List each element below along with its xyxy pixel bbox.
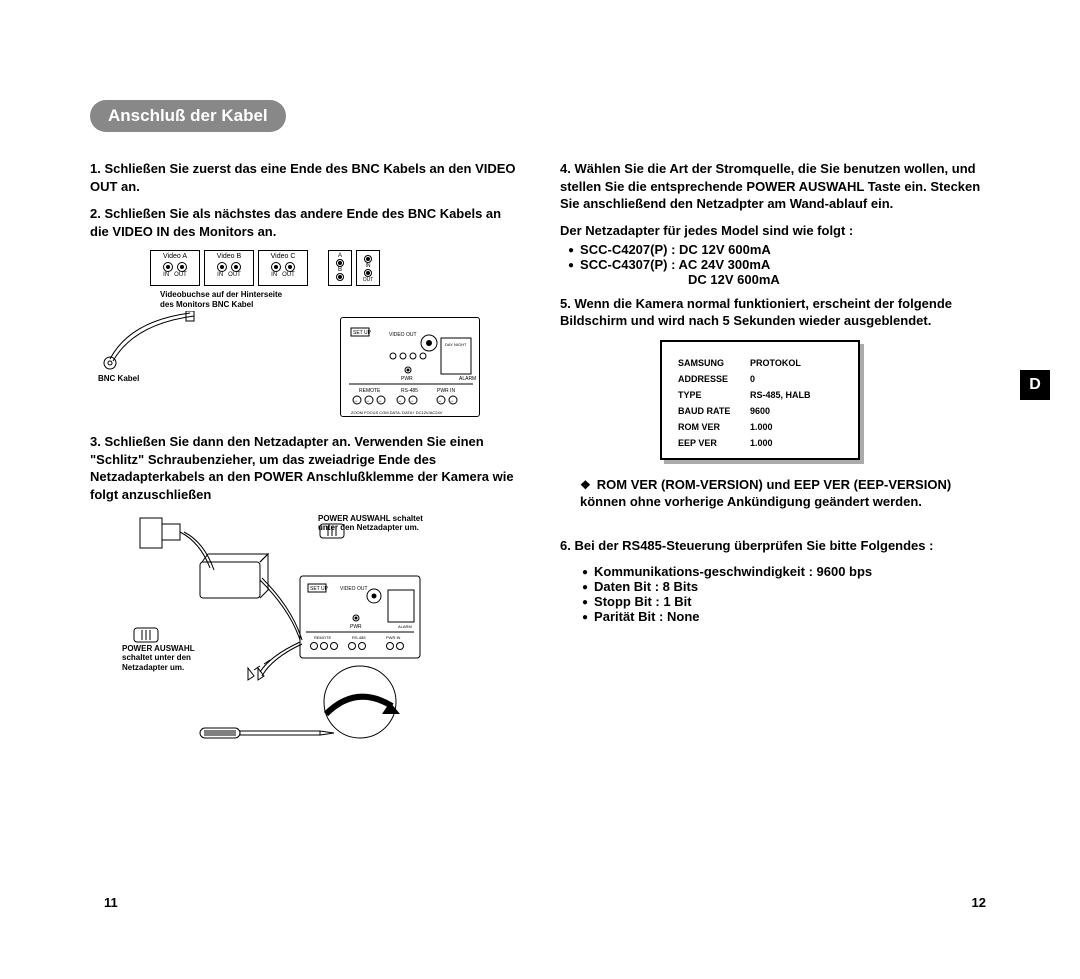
page-number-right: 12 (972, 895, 986, 910)
video-b-label: Video B (217, 253, 241, 260)
info-k6: EEP VER (678, 436, 748, 450)
svg-text:PWR IN: PWR IN (386, 635, 401, 640)
info-k1: SAMSUNG (678, 356, 748, 370)
svg-text:PWR: PWR (350, 624, 362, 630)
rom-note: ROM VER (ROM-VERSION) und EEP VER (EEP-V… (580, 476, 990, 511)
svg-text:VIDEO OUT: VIDEO OUT (389, 332, 417, 338)
bnc-cable-icon (90, 311, 210, 371)
svg-text:ALARM: ALARM (398, 624, 412, 629)
svg-text:RS-485: RS-485 (401, 388, 418, 394)
info-v4: 9600 (750, 404, 842, 418)
in-label: IN (163, 272, 169, 278)
step-4: 4. Wählen Sie die Art der Stromquelle, d… (560, 160, 990, 213)
svg-text:SET UP: SET UP (310, 586, 329, 592)
svg-text:RS-485: RS-485 (352, 635, 366, 640)
info-v5: 1.000 (750, 420, 842, 434)
out-label: OUT (228, 272, 241, 278)
monitor-ports-diagram: Video A IN OUT Video B IN OUT Video C IN OU… (150, 250, 520, 286)
info-v2: 0 (750, 372, 842, 386)
step-3: 3. Schließen Sie dann den Netzadapter an… (90, 433, 520, 503)
svg-text:DAY NIGHT: DAY NIGHT (445, 342, 467, 347)
svg-text:ALARM: ALARM (459, 376, 476, 382)
svg-text:−: − (378, 399, 382, 405)
power-caption-top: POWER AUSWAHL schaltet unter den Netzada… (318, 514, 423, 533)
info-v3: RS-485, HALB (750, 388, 842, 402)
step-2: 2. Schließen Sie als nächstes das andere… (90, 205, 520, 240)
info-k3: TYPE (678, 388, 748, 402)
out-label: OUT (359, 277, 377, 283)
info-v1: PROTOKOL (750, 356, 842, 370)
svg-text:PWR: PWR (401, 376, 413, 382)
svg-text:REMOTE: REMOTE (359, 388, 381, 394)
page-number-left: 11 (104, 895, 118, 910)
svg-text:SET UP: SET UP (353, 330, 372, 336)
step-1: 1. Schließen Sie zuerst das eine Ende de… (90, 160, 520, 195)
right-column: 4. Wählen Sie die Art der Stromquelle, d… (560, 160, 990, 714)
section-heading: Anschluß der Kabel (90, 100, 286, 132)
svg-text:ZOOM FOCUS COM DATA- DATA+: ZOOM FOCUS COM DATA- DATA+ DC12V/AC24V (351, 410, 443, 415)
rs485-speed: Kommunikations-geschwindigkeit : 9600 bp… (582, 564, 990, 579)
status-screen-box: SAMSUNGPROTOKOL ADDRESSE0 TYPERS-485, HA… (660, 340, 860, 460)
svg-text:−: − (398, 399, 402, 405)
step-6: 6. Bei der RS485-Steuerung überprüfen Si… (560, 537, 990, 555)
svg-text:PWR IN: PWR IN (437, 388, 455, 394)
svg-text:VIDEO OUT: VIDEO OUT (340, 586, 368, 592)
info-v6: 1.000 (750, 436, 842, 450)
rs485-parity: Parität Bit : None (582, 609, 990, 624)
adapter-intro: Der Netzadapter für jedes Model sind wie… (560, 223, 990, 238)
power-caption-left: POWER AUSWAHL schaltet unter den Netzada… (122, 644, 195, 673)
info-k2: ADDRESSE (678, 372, 748, 386)
rs485-databit: Daten Bit : 8 Bits (582, 579, 990, 594)
step-5: 5. Wenn die Kamera normal funktioniert, … (560, 295, 990, 330)
in-label: IN (271, 272, 277, 278)
video-a-label: Video A (163, 253, 187, 260)
out-label: OUT (282, 272, 295, 278)
svg-text:−: − (410, 399, 414, 405)
svg-text:REMOTE: REMOTE (314, 635, 331, 640)
video-c-label: Video C (271, 253, 296, 260)
rs485-stopbit: Stopp Bit : 1 Bit (582, 594, 990, 609)
svg-text:−: − (450, 399, 454, 405)
svg-text:−: − (354, 399, 358, 405)
camera-unit-diagram: SET UP VIDEO OUT DAY NIGHT (340, 317, 480, 417)
info-k5: ROM VER (678, 420, 748, 434)
language-tab: D (1020, 370, 1050, 400)
svg-text:−: − (366, 399, 370, 405)
adapter-model-2: SCC-C4307(P) : AC 24V 300mA (568, 257, 990, 272)
info-k4: BAUD RATE (678, 404, 748, 418)
svg-text:−: − (438, 399, 442, 405)
monitor-caption: Videobuchse auf der Hinterseite des Moni… (160, 290, 520, 309)
out-label: OUT (174, 272, 187, 278)
adapter-model-2b: DC 12V 600mA (688, 272, 990, 287)
in-label: IN (217, 272, 223, 278)
left-column: 1. Schließen Sie zuerst das eine Ende de… (90, 160, 520, 714)
adapter-diagram: SET UP VIDEO OUT PWR ALARM REMOTE RS-485… (130, 514, 430, 714)
adapter-model-1: SCC-C4207(P) : DC 12V 600mA (568, 242, 990, 257)
bnc-caption: BNC Kabel (98, 374, 230, 384)
